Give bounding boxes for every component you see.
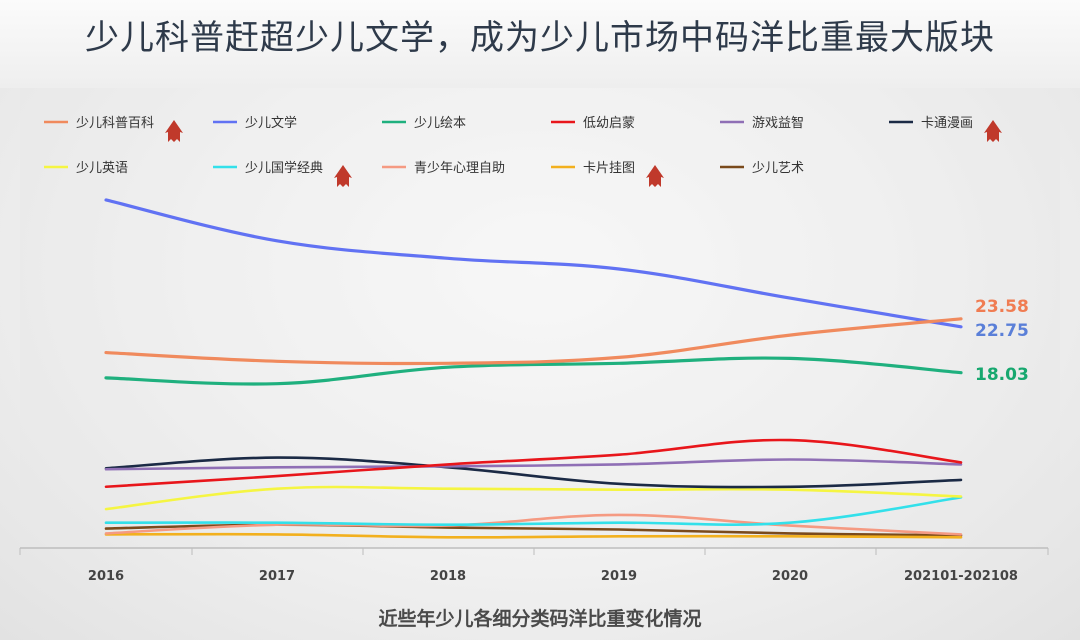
chart-caption: 近些年少儿各细分类码洋比重变化情况 <box>378 608 702 630</box>
legend-label: 少儿文学 <box>245 115 297 131</box>
series-3-line <box>104 438 963 489</box>
legend-label: 少儿英语 <box>76 161 128 176</box>
plot-background <box>20 88 1060 548</box>
legend-item-series-7[interactable]: 少儿国学经典 <box>213 160 352 187</box>
legend-item-series-5[interactable]: 卡通漫画 <box>889 116 1002 142</box>
x-tick-label: 202101-202108 <box>904 569 1018 584</box>
legend-item-series-9[interactable]: 卡片挂图 <box>551 161 664 187</box>
up-arrow-icon <box>165 120 183 142</box>
series-1-line <box>104 198 963 329</box>
x-tick-label: 2017 <box>259 569 295 584</box>
legend-label: 低幼启蒙 <box>583 116 635 131</box>
legend-label: 少儿国学经典 <box>245 160 323 176</box>
legend-item-series-0[interactable]: 少儿科普百科 <box>44 116 183 142</box>
x-axis-ticks: 2016 2017 2018 2019 2020 202101-202108 <box>19 548 1049 584</box>
legend-label: 游戏益智 <box>752 116 804 131</box>
series-lines <box>104 198 963 539</box>
legend-item-series-1[interactable]: 少儿文学 <box>213 115 297 131</box>
up-arrow-icon <box>984 120 1002 142</box>
series-6-line <box>104 485 963 511</box>
up-arrow-icon <box>334 165 352 187</box>
page-title: 少儿科普赶超少儿文学，成为少儿市场中码洋比重最大版块 <box>85 18 995 58</box>
legend-item-series-6[interactable]: 少儿英语 <box>44 161 128 176</box>
end-label-series-0: 23.58 <box>975 297 1029 317</box>
title-band <box>0 0 1080 88</box>
legend-item-series-3[interactable]: 低幼启蒙 <box>551 116 635 131</box>
end-label-series-2: 18.03 <box>975 365 1029 385</box>
legend-label: 少儿绘本 <box>414 116 466 131</box>
legend-label: 少儿科普百科 <box>76 116 154 131</box>
series-2-line <box>104 356 963 386</box>
end-label-series-1: 22.75 <box>975 321 1029 341</box>
end-value-labels: 23.58 22.75 18.03 <box>975 297 1029 385</box>
legend-item-series-8[interactable]: 青少年心理自助 <box>382 161 505 176</box>
x-tick-label: 2016 <box>88 569 124 584</box>
series-5-line <box>104 456 963 489</box>
legend-label: 少儿艺术 <box>752 161 804 176</box>
legend-item-series-4[interactable]: 游戏益智 <box>720 116 804 131</box>
x-tick-label: 2020 <box>772 569 808 584</box>
legend-item-series-2[interactable]: 少儿绘本 <box>382 116 466 131</box>
legend-label: 卡通漫画 <box>921 116 973 131</box>
up-arrow-icon <box>646 165 664 187</box>
series-4-line <box>104 458 963 471</box>
x-tick-label: 2019 <box>601 569 637 584</box>
legend-label: 卡片挂图 <box>583 161 635 176</box>
legend-item-series-10[interactable]: 少儿艺术 <box>720 161 804 176</box>
series-7-line <box>104 496 963 527</box>
series-8-line <box>104 513 963 536</box>
series-0-line <box>104 317 963 366</box>
legend-label: 青少年心理自助 <box>414 161 505 176</box>
series-9-line <box>104 532 963 539</box>
x-tick-label: 2018 <box>430 569 466 584</box>
